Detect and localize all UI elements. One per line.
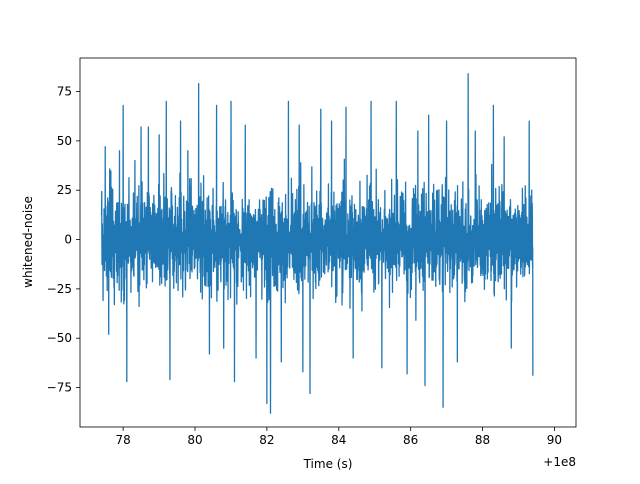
y-tick-label: −25	[47, 282, 72, 296]
y-tick-label: 50	[57, 134, 72, 148]
x-tick-label: 84	[331, 433, 346, 447]
x-tick-label: 80	[187, 433, 202, 447]
x-tick-label: 86	[403, 433, 418, 447]
x-tick-label: 90	[547, 433, 562, 447]
y-tick-label: 75	[57, 85, 72, 99]
x-axis-offset-label: +1e8	[543, 455, 576, 469]
plot-frame	[79, 57, 577, 428]
y-axis-ticks: −75 −50 −25 0 25 50 75	[47, 85, 80, 395]
y-axis-label: whitened-noise	[21, 196, 35, 288]
y-tick-label: −50	[47, 331, 72, 345]
x-tick-label: 88	[475, 433, 490, 447]
y-tick-label: 0	[64, 233, 72, 247]
series-layer	[100, 73, 534, 414]
x-tick-label: 78	[115, 433, 130, 447]
y-tick-label: −75	[47, 381, 72, 395]
x-tick-label: 82	[259, 433, 274, 447]
y-tick-label: 25	[57, 183, 72, 197]
x-axis-label: Time (s)	[303, 457, 353, 471]
x-axis-ticks: 78 80 82 84 86 88 90	[115, 427, 562, 447]
noise-series-line	[100, 73, 534, 414]
